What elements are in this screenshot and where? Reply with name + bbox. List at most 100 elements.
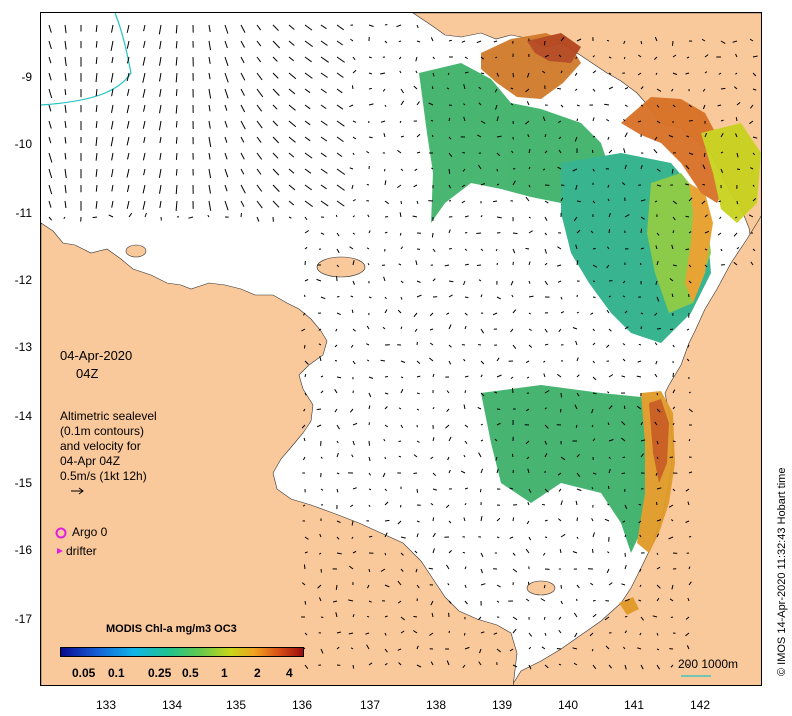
velocity-arrow xyxy=(320,232,325,235)
velocity-arrow xyxy=(572,327,578,330)
x-tick-label: 134 xyxy=(161,698,183,712)
velocity-arrow xyxy=(416,664,422,668)
velocity-arrow xyxy=(304,216,308,221)
velocity-arrow xyxy=(462,152,466,154)
velocity-arrow xyxy=(624,615,628,618)
velocity-arrow xyxy=(622,343,626,346)
velocity-arrow xyxy=(415,260,418,266)
velocity-arrow xyxy=(304,392,307,396)
velocity-arrow xyxy=(670,664,674,668)
velocity-arrow xyxy=(655,280,658,285)
velocity-arrow xyxy=(208,200,212,211)
velocity-arrow xyxy=(480,516,483,522)
velocity-arrow xyxy=(348,565,354,570)
velocity-arrow xyxy=(701,200,706,205)
velocity-arrow xyxy=(336,536,340,540)
velocity-arrow xyxy=(669,278,674,282)
velocity-arrow xyxy=(413,312,418,318)
velocity-arrow xyxy=(703,152,706,157)
velocity-arrow xyxy=(480,583,486,586)
velocity-arrow xyxy=(336,440,339,444)
velocity-arrow xyxy=(512,616,518,621)
velocity-arrow xyxy=(624,104,628,108)
velocity-arrow xyxy=(126,104,130,114)
velocity-arrow xyxy=(480,392,485,397)
velocity-arrow xyxy=(416,200,419,204)
velocity-arrow xyxy=(350,504,354,508)
velocity-arrow xyxy=(448,168,451,174)
velocity-arrow xyxy=(493,200,498,203)
velocity-arrow xyxy=(304,278,309,282)
velocity-arrow xyxy=(672,440,676,443)
velocity-arrow xyxy=(384,532,388,538)
velocity-arrow xyxy=(108,214,114,218)
velocity-arrow xyxy=(380,359,386,362)
velocity-arrow xyxy=(240,72,246,81)
velocity-arrow xyxy=(304,551,308,554)
y-tick-label: -12 xyxy=(14,273,32,287)
velocity-arrow xyxy=(463,84,466,90)
velocity-arrow xyxy=(655,245,658,250)
velocity-arrow xyxy=(304,200,313,208)
velocity-arrow xyxy=(557,264,562,267)
velocity-arrow xyxy=(368,504,371,508)
velocity-arrow xyxy=(397,648,402,651)
velocity-arrow xyxy=(592,548,594,554)
velocity-arrow xyxy=(592,328,595,332)
velocity-arrow xyxy=(384,296,387,300)
velocity-arrow xyxy=(720,168,724,174)
velocity-arrow xyxy=(111,152,114,161)
velocity-arrow xyxy=(576,38,582,42)
velocity-arrow xyxy=(576,118,579,122)
velocity-arrow xyxy=(398,455,402,458)
velocity-arrow xyxy=(368,103,374,106)
velocity-arrow xyxy=(656,566,661,570)
velocity-arrow xyxy=(416,408,420,411)
velocity-arrow xyxy=(735,72,738,75)
velocity-arrow xyxy=(368,56,372,59)
velocity-arrow xyxy=(95,152,98,161)
velocity-arrow xyxy=(224,40,228,49)
velocity-arrow xyxy=(461,200,466,204)
velocity-arrow xyxy=(656,648,660,651)
velocity-arrow xyxy=(158,24,162,35)
velocity-arrow xyxy=(752,152,755,156)
velocity-arrow xyxy=(476,232,482,234)
velocity-arrow xyxy=(608,229,611,234)
velocity-arrow xyxy=(656,487,662,490)
velocity-arrow xyxy=(304,246,308,250)
velocity-arrow xyxy=(464,424,469,428)
velocity-arrow xyxy=(592,135,596,138)
velocity-arrow xyxy=(351,454,354,458)
velocity-arrow xyxy=(64,184,67,194)
velocity-arrow xyxy=(368,24,374,27)
velocity-arrow xyxy=(526,101,530,106)
velocity-arrow xyxy=(304,136,311,142)
velocity-arrow xyxy=(544,488,549,493)
velocity-arrow xyxy=(464,56,468,60)
velocity-arrow xyxy=(592,342,596,346)
velocity-arrow xyxy=(654,136,658,141)
velocity-arrow xyxy=(352,215,355,218)
velocity-arrow xyxy=(48,216,53,221)
velocity-arrow xyxy=(64,104,67,113)
legend-line: 0.5m/s (1kt 12h) xyxy=(60,469,147,483)
velocity-arrow xyxy=(349,246,354,250)
velocity-arrow xyxy=(208,168,212,179)
velocity-arrow xyxy=(672,104,676,108)
velocity-arrow xyxy=(576,584,580,589)
velocity-arrow xyxy=(733,232,738,237)
velocity-arrow xyxy=(224,184,228,192)
velocity-arrow xyxy=(735,117,738,122)
velocity-arrow xyxy=(608,295,611,298)
velocity-arrow xyxy=(606,39,610,42)
velocity-arrow xyxy=(48,120,52,129)
velocity-arrow xyxy=(208,40,211,51)
velocity-arrow xyxy=(591,149,594,154)
velocity-arrow xyxy=(142,88,146,98)
velocity-arrow xyxy=(511,453,514,458)
velocity-arrow xyxy=(335,584,338,590)
velocity-arrow xyxy=(718,200,722,203)
velocity-arrow xyxy=(304,24,313,31)
velocity-arrow xyxy=(320,568,322,573)
